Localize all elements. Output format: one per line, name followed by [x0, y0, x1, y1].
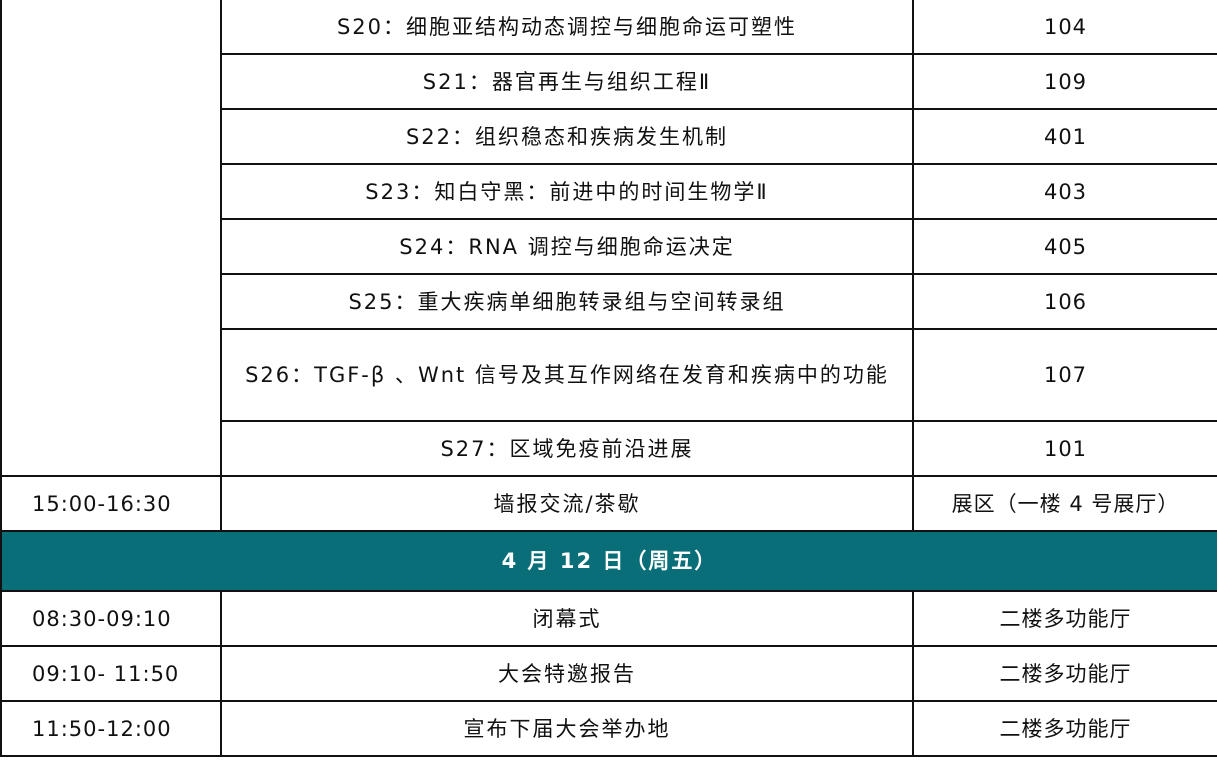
- session-room: 101: [912, 420, 1217, 477]
- day-header: 4 月 12 日（周五）: [0, 530, 1217, 592]
- table-row: 11:50-12:00 宣布下届大会举办地 二楼多功能厅: [0, 700, 1217, 757]
- table-row: S26：TGF-β 、Wnt 信号及其互作网络在发育和疾病中的功能 107: [1, 328, 1217, 422]
- event-cell: 闭幕式: [220, 590, 914, 647]
- time-cell: 15:00-16:30: [0, 475, 222, 532]
- table-row: S25：重大疾病单细胞转录组与空间转录组 106: [1, 273, 1217, 330]
- session-title: S27：区域免疫前沿进展: [220, 420, 914, 477]
- time-cell: 09:10- 11:50: [0, 645, 222, 702]
- session-title: S20：细胞亚结构动态调控与细胞命运可塑性: [220, 0, 914, 55]
- session-room: 401: [912, 108, 1217, 165]
- session-title: S21：器官再生与组织工程Ⅱ: [220, 53, 914, 110]
- session-room: 104: [912, 0, 1217, 55]
- location-cell: 二楼多功能厅: [912, 700, 1217, 757]
- table-row: S20：细胞亚结构动态调控与细胞命运可塑性 104: [0, 0, 1217, 477]
- time-cell: 11:50-12:00: [0, 700, 222, 757]
- time-cell: 08:30-09:10: [0, 590, 222, 647]
- location-cell: 展区（一楼 4 号展厅）: [912, 475, 1217, 532]
- session-room: 107: [912, 328, 1217, 422]
- event-cell: 大会特邀报告: [220, 645, 914, 702]
- session-room: 106: [912, 273, 1217, 330]
- location-cell: 二楼多功能厅: [912, 590, 1217, 647]
- table-row: S24：RNA 调控与细胞命运决定 405: [1, 218, 1217, 275]
- location-cell: 二楼多功能厅: [912, 645, 1217, 702]
- table-row: S27：区域免疫前沿进展 101: [1, 420, 1217, 477]
- session-room: 403: [912, 163, 1217, 220]
- table-row: 09:10- 11:50 大会特邀报告 二楼多功能厅: [0, 645, 1217, 702]
- day-header-row: 4 月 12 日（周五）: [0, 530, 1217, 592]
- session-title: S26：TGF-β 、Wnt 信号及其互作网络在发育和疾病中的功能: [220, 328, 914, 422]
- session-title: S22：组织稳态和疾病发生机制: [220, 108, 914, 165]
- schedule-table: S20：细胞亚结构动态调控与细胞命运可塑性 104 S21：器官再生与组织工程Ⅱ…: [0, 0, 1217, 757]
- session-room: 405: [912, 218, 1217, 275]
- session-title: S23：知白守黑：前进中的时间生物学Ⅱ: [220, 163, 914, 220]
- event-cell: 墙报交流/茶歇: [220, 475, 914, 532]
- table-row: S21：器官再生与组织工程Ⅱ 109: [1, 53, 1217, 110]
- event-cell: 宣布下届大会举办地: [220, 700, 914, 757]
- table-row: S23：知白守黑：前进中的时间生物学Ⅱ 403: [1, 163, 1217, 220]
- session-title: S24：RNA 调控与细胞命运决定: [220, 218, 914, 275]
- time-cell-merged: [0, 0, 222, 477]
- session-room: 109: [912, 53, 1217, 110]
- table-row: S22：组织稳态和疾病发生机制 401: [1, 108, 1217, 165]
- session-title: S25：重大疾病单细胞转录组与空间转录组: [220, 273, 914, 330]
- table-row: 08:30-09:10 闭幕式 二楼多功能厅: [0, 590, 1217, 647]
- table-row: 15:00-16:30 墙报交流/茶歇 展区（一楼 4 号展厅）: [0, 475, 1217, 532]
